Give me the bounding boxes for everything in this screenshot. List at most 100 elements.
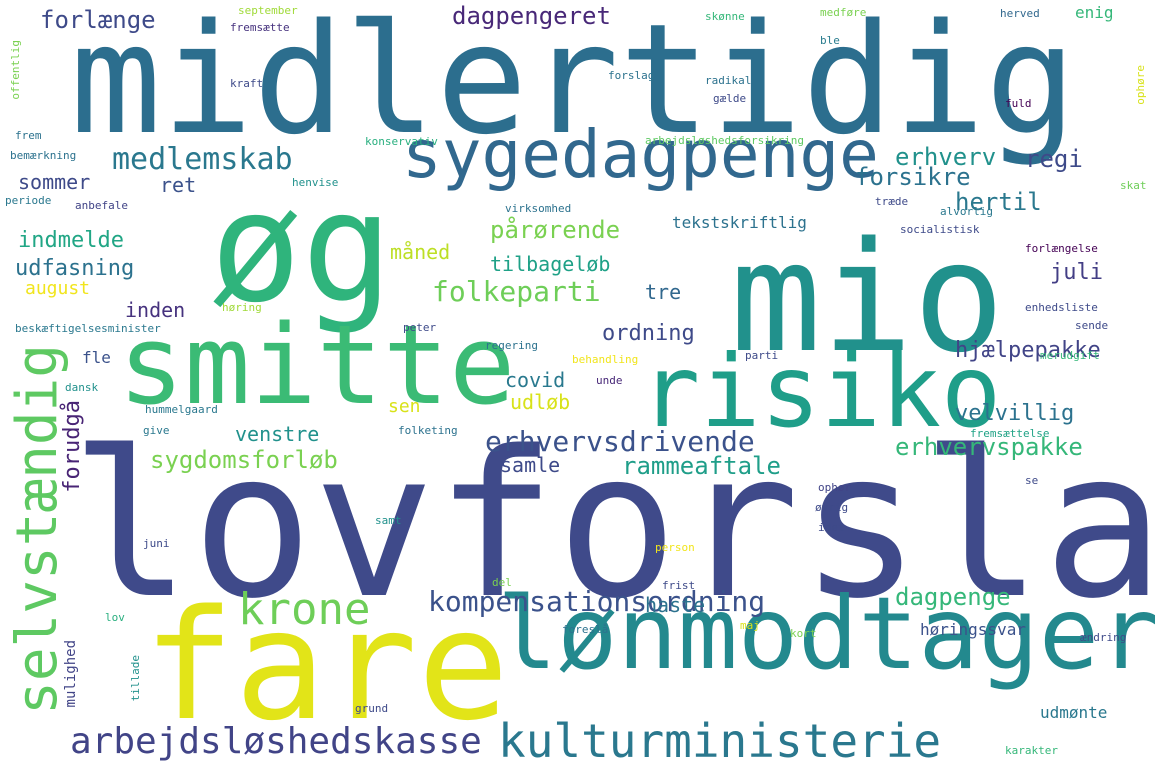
word: samt bbox=[375, 514, 402, 527]
word: rammeaftale bbox=[622, 452, 781, 480]
word: enig bbox=[1075, 3, 1114, 22]
word: behandling bbox=[572, 353, 639, 366]
word: øg bbox=[210, 159, 394, 336]
word: forudgå bbox=[60, 400, 85, 493]
word: forlængelse bbox=[1025, 242, 1098, 255]
word: regi bbox=[1025, 145, 1083, 173]
word: parti bbox=[745, 349, 779, 362]
word: virksomhed bbox=[505, 202, 572, 215]
word: idet bbox=[818, 521, 845, 534]
word: ophør bbox=[818, 481, 852, 494]
word: bemærkning bbox=[10, 149, 77, 162]
word: lønmodtager bbox=[497, 575, 1155, 692]
word: give bbox=[143, 424, 170, 437]
word: sen bbox=[388, 396, 421, 417]
word: venstre bbox=[235, 422, 320, 446]
word: ændring bbox=[1080, 631, 1127, 644]
word: tilbageløb bbox=[490, 252, 611, 276]
word: lov bbox=[105, 611, 125, 624]
word: høringssvar bbox=[920, 620, 1026, 639]
word: fremsætte bbox=[230, 21, 290, 34]
word: fare bbox=[143, 577, 510, 754]
word: henvise bbox=[292, 176, 339, 189]
word: inden bbox=[125, 298, 186, 322]
word: person bbox=[655, 541, 695, 554]
word: pårørende bbox=[490, 216, 621, 244]
word: ordning bbox=[602, 321, 695, 346]
word: høring bbox=[222, 301, 262, 314]
word: radikal bbox=[705, 74, 752, 87]
word: del bbox=[492, 576, 512, 589]
word: dagpengeret bbox=[452, 2, 611, 30]
word: haste bbox=[645, 593, 706, 617]
word: periode bbox=[5, 194, 52, 207]
word: fle bbox=[82, 348, 111, 367]
word: kulturministerie bbox=[498, 714, 942, 768]
word: dansk bbox=[65, 381, 99, 394]
word: tre bbox=[645, 280, 682, 304]
word: kort bbox=[790, 627, 817, 640]
word: smitte bbox=[118, 301, 516, 429]
word: folkeparti bbox=[432, 275, 601, 308]
word: mulighed bbox=[63, 640, 79, 708]
word: kraft bbox=[230, 77, 264, 90]
word: frem bbox=[15, 129, 42, 142]
word: forsikre bbox=[855, 163, 971, 191]
word: hertil bbox=[955, 188, 1042, 216]
word: enhedsliste bbox=[1025, 301, 1098, 314]
word: tillade bbox=[129, 655, 142, 702]
word: sende bbox=[1075, 319, 1109, 332]
word: alvorlig bbox=[940, 205, 993, 218]
word: foreslå bbox=[562, 623, 609, 636]
word: tekstskriftlig bbox=[672, 213, 807, 232]
word: gælde bbox=[713, 92, 747, 105]
word: sygdomsforløb bbox=[150, 446, 338, 474]
word: sygedagpenge bbox=[402, 116, 879, 193]
word: september bbox=[238, 4, 298, 17]
word: udmønte bbox=[1040, 703, 1108, 722]
word: velvillig bbox=[955, 401, 1075, 426]
word: juli bbox=[1050, 260, 1103, 285]
word: erhvervsdrivende bbox=[485, 425, 755, 458]
word: august bbox=[25, 278, 91, 299]
word: mio bbox=[730, 209, 1005, 386]
word: offentlig bbox=[9, 40, 22, 100]
word: merudgift bbox=[1040, 349, 1100, 362]
word: unde bbox=[596, 374, 623, 387]
word: træde bbox=[875, 195, 909, 208]
word: frist bbox=[662, 579, 696, 592]
word: sommer bbox=[18, 170, 91, 194]
word: erhverv bbox=[895, 143, 997, 171]
word: herved bbox=[1000, 7, 1040, 20]
word: forlænge bbox=[40, 6, 156, 34]
word: skat bbox=[1120, 179, 1147, 192]
word: måned bbox=[390, 240, 451, 264]
word: anbefale bbox=[75, 199, 128, 212]
word: peter bbox=[403, 321, 437, 334]
word: risiko bbox=[640, 333, 1002, 450]
word: ophøre bbox=[1134, 65, 1147, 105]
word: konservativ bbox=[365, 135, 438, 148]
word: udfasning bbox=[15, 256, 135, 281]
word: indmelde bbox=[18, 228, 124, 253]
word: socialistisk bbox=[900, 223, 980, 236]
word: lovforslag bbox=[70, 407, 1155, 643]
word: fremsættelse bbox=[970, 427, 1050, 440]
word: udløb bbox=[510, 390, 571, 414]
word: arbejdsløshedsforsikring bbox=[645, 134, 804, 147]
word: regering bbox=[485, 339, 538, 352]
word: fuld bbox=[1005, 97, 1032, 110]
word: øvrig bbox=[815, 501, 849, 514]
word: beskæftigelsesminister bbox=[15, 322, 161, 335]
word: hummelgaard bbox=[145, 403, 218, 416]
word: krone bbox=[238, 584, 371, 635]
word: medføre bbox=[820, 6, 867, 19]
word: ble bbox=[820, 34, 840, 47]
word: midlertidig bbox=[70, 0, 1077, 168]
word: karakter bbox=[1005, 744, 1058, 757]
word: ret bbox=[160, 173, 197, 197]
word: hjælpepakke bbox=[955, 338, 1101, 363]
word: erhvervspakke bbox=[895, 433, 1083, 461]
word: se bbox=[1025, 474, 1039, 487]
